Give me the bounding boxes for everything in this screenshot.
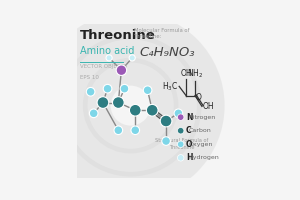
Text: $\mathregular{H_3C}$: $\mathregular{H_3C}$ [162,80,178,93]
Text: O: O [186,140,192,149]
Text: C: C [186,126,191,135]
Circle shape [114,126,123,135]
Circle shape [112,97,124,108]
Text: H: H [186,153,192,162]
Text: OH: OH [180,69,192,78]
Text: VECTOR OBJECTS: VECTOR OBJECTS [80,64,127,69]
Circle shape [120,84,129,93]
Circle shape [178,141,184,148]
Circle shape [174,109,183,118]
Text: Hydrogen: Hydrogen [189,155,220,160]
Text: C₄H₉NO₃: C₄H₉NO₃ [140,46,196,59]
Text: Threonine: Threonine [80,29,156,42]
Circle shape [129,55,135,61]
Circle shape [106,55,112,61]
Circle shape [129,104,141,116]
Text: Nitrogen: Nitrogen [189,115,216,120]
Text: Molecular Formula of
Threonine:: Molecular Formula of Threonine: [134,28,189,39]
Circle shape [178,127,184,134]
Circle shape [143,86,152,95]
Circle shape [89,109,98,118]
Circle shape [160,115,172,127]
Circle shape [116,65,127,75]
Circle shape [103,84,112,93]
Text: O: O [196,93,202,102]
Circle shape [97,97,109,108]
Circle shape [131,126,140,135]
Text: Carbon: Carbon [189,128,211,133]
Circle shape [178,114,184,120]
Text: $\mathregular{NH_2}$: $\mathregular{NH_2}$ [187,67,203,80]
Text: OH: OH [202,102,214,111]
Text: EPS 10: EPS 10 [80,75,99,80]
Text: Oxygen: Oxygen [189,142,213,147]
Text: N: N [186,113,192,122]
Circle shape [178,155,184,161]
Circle shape [162,137,170,145]
Text: Structural Formula of
Threonine: Structural Formula of Threonine [155,138,208,150]
Circle shape [146,104,158,116]
Text: Amino acid: Amino acid [80,46,134,56]
Circle shape [86,87,95,96]
